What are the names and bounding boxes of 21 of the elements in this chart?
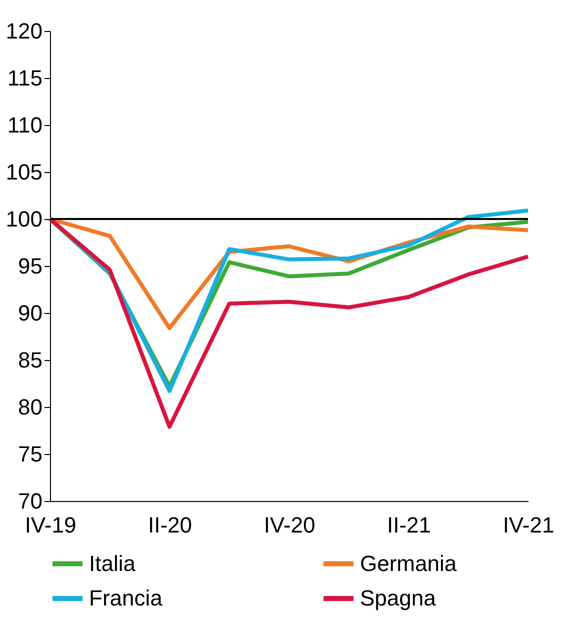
x-tick-label: IV-21 (502, 512, 554, 538)
legend-label: Italia (89, 550, 136, 576)
line-series (48, 217, 530, 429)
y-tick-label: 70 (18, 488, 42, 514)
x-tick-label: II-21 (386, 512, 432, 538)
legend-label: Germania (360, 550, 458, 576)
y-tick-label: 80 (18, 394, 42, 420)
legend-label: Francia (89, 586, 164, 610)
y-tick-label: 85 (18, 348, 42, 372)
y-tick-label: 90 (18, 300, 42, 326)
y-tick-label: 110 (7, 112, 42, 138)
x-tick-label: II-20 (148, 512, 192, 538)
y-tick-label: 95 (18, 254, 42, 278)
y-tick-label: 100 (6, 206, 42, 232)
y-tick-label: 120 (6, 18, 42, 44)
x-tick-label: IV-19 (24, 512, 76, 538)
y-tick-label: 75 (18, 442, 42, 466)
y-tick-label: 105 (6, 160, 42, 184)
y-tick-label: 115 (7, 66, 42, 90)
legend-label: Spagna (360, 586, 437, 610)
x-tick-label: IV-20 (264, 512, 316, 538)
